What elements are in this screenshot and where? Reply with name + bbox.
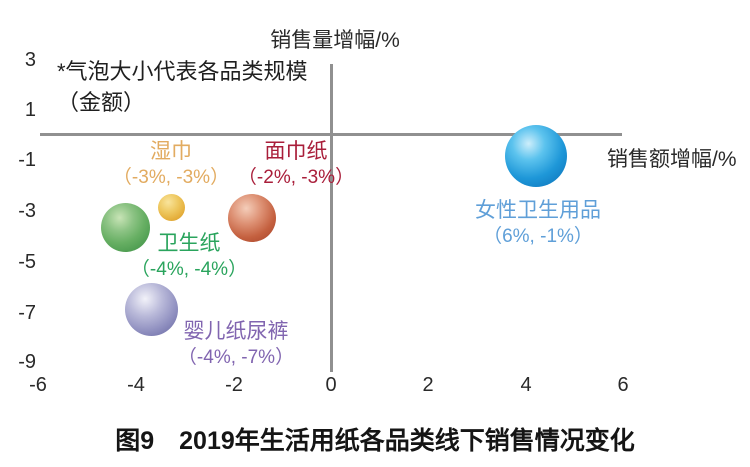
chart-note-line2: （金额）	[57, 90, 146, 115]
label-toilet-paper-coords: （-4%, -4%）	[130, 259, 248, 280]
y-tick--3: -3	[18, 200, 36, 222]
label-baby-diapers: 婴儿纸尿裤 （-4%, -7%）	[178, 319, 294, 370]
x-tick--4: -4	[127, 374, 145, 396]
x-axis-line	[40, 133, 622, 136]
y-tick-3: 3	[24, 49, 36, 71]
x-tick--6: -6	[29, 374, 47, 396]
label-wet-wipes: 湿巾 （-3%, -3%）	[113, 139, 229, 190]
label-toilet-paper: 卫生纸 （-4%, -4%）	[131, 231, 247, 282]
y-tick--1: -1	[18, 149, 36, 171]
label-toilet-paper-name: 卫生纸	[157, 232, 221, 255]
label-feminine-care-name: 女性卫生用品	[475, 199, 601, 222]
bubble-toilet-paper	[101, 203, 150, 252]
label-facial-tissue: 面巾纸 （-2%, -3%）	[238, 139, 354, 190]
x-tick-4: 4	[520, 374, 532, 396]
y-tick--5: -5	[18, 251, 36, 273]
bubble-baby-diapers	[125, 283, 178, 336]
bubble-wet-wipes	[158, 194, 185, 221]
bubble-feminine-care	[505, 125, 567, 187]
x-tick-2: 2	[422, 374, 434, 396]
y-axis-line	[330, 64, 333, 372]
y-tick--7: -7	[18, 302, 36, 324]
label-feminine-care-coords: （6%, -1%）	[483, 226, 593, 247]
chart-note-line1: *气泡大小代表各品类规模	[57, 59, 308, 84]
label-facial-tissue-coords: （-2%, -3%）	[237, 167, 355, 188]
chart-title: 图9 2019年生活用纸各品类线下销售情况变化	[115, 427, 635, 455]
y-tick--9: -9	[18, 351, 36, 373]
chart-note: *气泡大小代表各品类规模 （金额）	[57, 56, 308, 118]
x-tick-0: 0	[325, 374, 337, 396]
x-axis-title: 销售额增幅/%	[607, 148, 737, 171]
bubble-facial-tissue	[228, 194, 276, 242]
label-wet-wipes-name: 湿巾	[149, 140, 192, 163]
label-feminine-care: 女性卫生用品 （6%, -1%）	[475, 198, 601, 249]
y-axis-title: 销售量增幅/%	[270, 29, 400, 52]
x-tick--2: -2	[225, 374, 243, 396]
label-wet-wipes-coords: （-3%, -3%）	[112, 167, 230, 188]
y-tick-1: 1	[24, 99, 36, 121]
label-facial-tissue-name: 面巾纸	[264, 140, 328, 163]
x-tick-6: 6	[617, 374, 629, 396]
label-baby-diapers-name: 婴儿纸尿裤	[183, 320, 289, 343]
label-baby-diapers-coords: （-4%, -7%）	[177, 347, 295, 368]
